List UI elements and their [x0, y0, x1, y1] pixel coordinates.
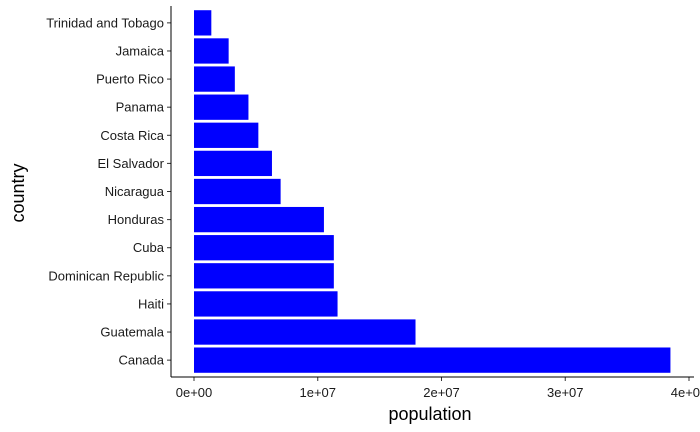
- bar-honduras: [194, 206, 324, 233]
- bar-haiti: [194, 291, 338, 317]
- bar-trinidad-and-tobago: [194, 10, 212, 36]
- y-tick-label: Canada: [118, 353, 164, 368]
- y-tick-label: Panama: [116, 100, 165, 115]
- y-tick-label: Costa Rica: [100, 128, 164, 143]
- y-tick-label: Trinidad and Tobago: [46, 15, 164, 30]
- x-tick-label: 0e+00: [176, 385, 213, 400]
- bar-jamaica: [194, 38, 229, 64]
- y-tick-label: Puerto Rico: [96, 72, 164, 87]
- y-tick-label: Dominican Republic: [48, 268, 164, 283]
- y-tick-label: Cuba: [133, 240, 165, 255]
- x-tick-label: 3e+07: [547, 385, 584, 400]
- bar-dominican-republic: [194, 263, 334, 289]
- y-tick-label: Honduras: [108, 212, 165, 227]
- x-axis-title: population: [388, 404, 471, 424]
- x-axis-ticks: 0e+00 1e+07 2e+07 3e+07 4e+07: [176, 377, 700, 400]
- bar-puerto-rico: [194, 66, 235, 92]
- x-tick-label: 4e+07: [671, 385, 700, 400]
- bar-guatemala: [194, 319, 416, 345]
- y-tick-label: El Salvador: [98, 156, 165, 171]
- y-tick-label: Nicaragua: [105, 184, 165, 199]
- bar-cuba: [194, 235, 334, 261]
- y-tick-label: Haiti: [138, 296, 164, 311]
- y-tick-label: Jamaica: [116, 43, 165, 58]
- y-tick-label: Guatemala: [100, 325, 164, 340]
- bar-nicaragua: [194, 178, 281, 205]
- y-axis-title: country: [8, 163, 28, 222]
- bars-group: [194, 10, 671, 373]
- y-axis-ticks: Trinidad and Tobago Jamaica Puerto Rico Pan…: [46, 15, 171, 368]
- bar-costa-rica: [194, 122, 259, 148]
- x-tick-label: 1e+07: [299, 385, 336, 400]
- bar-panama: [194, 94, 249, 120]
- x-tick-label: 2e+07: [423, 385, 460, 400]
- bar-canada: [194, 347, 671, 373]
- bar-el-salvador: [194, 150, 272, 177]
